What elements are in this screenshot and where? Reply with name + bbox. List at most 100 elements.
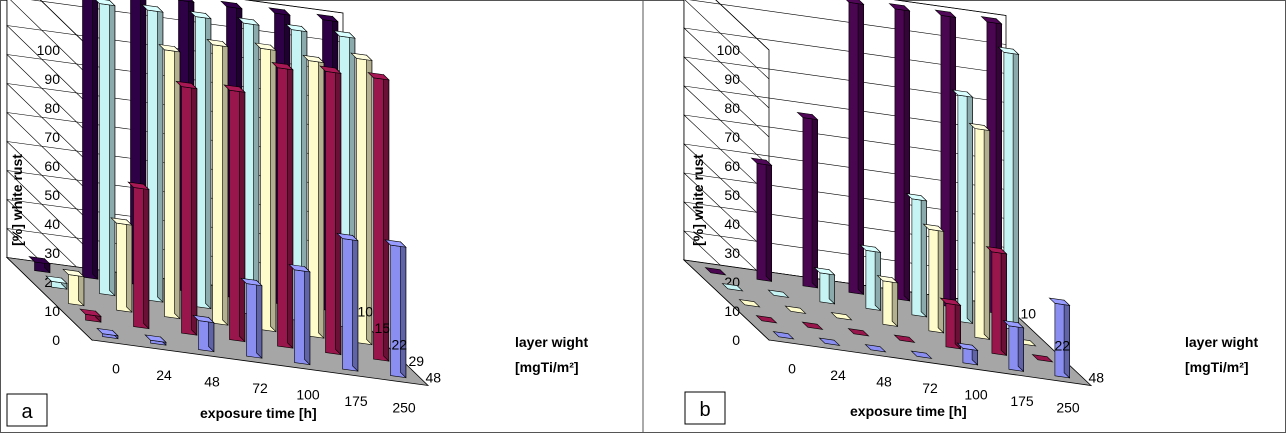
bar-top xyxy=(333,30,356,39)
bar xyxy=(846,0,865,296)
bar-side xyxy=(983,124,990,341)
bar xyxy=(801,321,824,330)
bar xyxy=(240,277,263,359)
bar xyxy=(79,308,102,323)
bar-side xyxy=(891,277,898,328)
bar xyxy=(45,275,68,290)
bar-side xyxy=(811,113,818,289)
panel-label-b-box: b xyxy=(684,391,726,425)
bar xyxy=(127,181,150,330)
bar-top xyxy=(384,239,407,248)
bar-side xyxy=(765,159,772,283)
bar-footprint xyxy=(847,328,870,337)
bar xyxy=(336,232,359,372)
bar-top xyxy=(285,23,308,33)
y-tick-label: 40 xyxy=(44,216,60,232)
gridline xyxy=(715,0,1007,51)
bar-top xyxy=(846,0,865,5)
bar xyxy=(96,327,119,340)
bar-side xyxy=(1000,248,1007,357)
bar xyxy=(62,268,85,307)
bar-side xyxy=(383,73,390,362)
x-tick-label: 0 xyxy=(788,360,796,376)
bar-top xyxy=(1002,320,1025,329)
bar-side xyxy=(222,40,229,326)
bar-top xyxy=(79,308,102,317)
bar-footprint xyxy=(864,344,887,353)
bar-side xyxy=(966,91,973,325)
bar-top xyxy=(968,122,991,132)
bar xyxy=(755,315,778,324)
z-tick-label: 22 xyxy=(392,336,408,352)
bar-top xyxy=(319,65,342,74)
z-tick-label: 22 xyxy=(1055,338,1071,354)
bar xyxy=(876,275,899,328)
x-tick-label: 72 xyxy=(922,380,938,396)
z-axis-title: layer wight xyxy=(515,334,588,350)
x-tick-label: 24 xyxy=(156,367,172,383)
bar xyxy=(28,256,51,274)
y-tick-label: 80 xyxy=(724,100,740,116)
z-tick-label: 15 xyxy=(375,320,391,336)
bar xyxy=(888,3,911,302)
bar xyxy=(796,111,819,289)
bar xyxy=(997,46,1020,331)
y-tick-label: 90 xyxy=(44,71,60,87)
x-tick-label: 250 xyxy=(392,399,416,415)
bar xyxy=(951,89,974,325)
bar xyxy=(141,4,164,303)
z-tick-label: 29 xyxy=(409,353,425,369)
bar-footprint xyxy=(767,289,790,298)
z-axis-unit: [mgTi/m²] xyxy=(1185,359,1249,375)
bar-footprint xyxy=(1031,354,1054,363)
bar-side xyxy=(400,241,407,379)
z-tick-label: 10 xyxy=(1021,306,1037,322)
bar xyxy=(893,334,916,343)
bar-side xyxy=(1012,48,1019,331)
bar-top xyxy=(302,54,325,64)
bar-top xyxy=(888,3,911,12)
bar-top xyxy=(95,0,116,7)
x-axis-title: exposure time [h] xyxy=(850,403,967,419)
bar-side xyxy=(874,246,881,312)
x-axis-title: exposure time [h] xyxy=(200,405,317,421)
x-tick-label: 72 xyxy=(252,380,268,396)
bar xyxy=(864,344,887,353)
bar-top xyxy=(144,334,167,343)
bar-side xyxy=(903,5,910,302)
z-axis-unit: [mgTi/m²] xyxy=(515,359,579,375)
bar-side xyxy=(270,44,277,333)
bar-side xyxy=(205,12,212,310)
bar-top xyxy=(240,277,263,287)
bar-top xyxy=(254,42,277,51)
bar-top xyxy=(158,44,181,53)
chart-panel-a: 0102030405060708090100024487210017525010… xyxy=(5,0,588,421)
bar-top xyxy=(45,275,68,284)
x-tick-label: 100 xyxy=(296,386,320,402)
y-tick-label: 10 xyxy=(44,303,60,319)
bar-footprint xyxy=(910,350,933,359)
bar-top xyxy=(237,17,260,26)
bar-footprint xyxy=(801,321,824,330)
bar-top xyxy=(177,0,195,3)
panel-label-b: b xyxy=(699,399,710,421)
bar-side xyxy=(954,299,961,350)
bar-top xyxy=(997,46,1020,55)
bar-top xyxy=(336,232,359,242)
z-axis-title: layer wight xyxy=(1185,334,1258,350)
bar-top xyxy=(980,16,1003,25)
z-tick-label: 48 xyxy=(1089,370,1105,386)
bar xyxy=(784,305,807,314)
y-tick-label: 30 xyxy=(724,245,740,261)
bar-side xyxy=(366,54,373,346)
bar xyxy=(367,72,390,362)
bar xyxy=(175,80,198,336)
bar-side xyxy=(335,67,342,356)
bar xyxy=(288,264,311,366)
bar-side xyxy=(239,86,246,343)
bar-footprint xyxy=(772,331,795,340)
x-tick-label: 250 xyxy=(1056,399,1080,415)
bar-footprint xyxy=(893,334,916,343)
bar-footprint xyxy=(784,305,807,314)
